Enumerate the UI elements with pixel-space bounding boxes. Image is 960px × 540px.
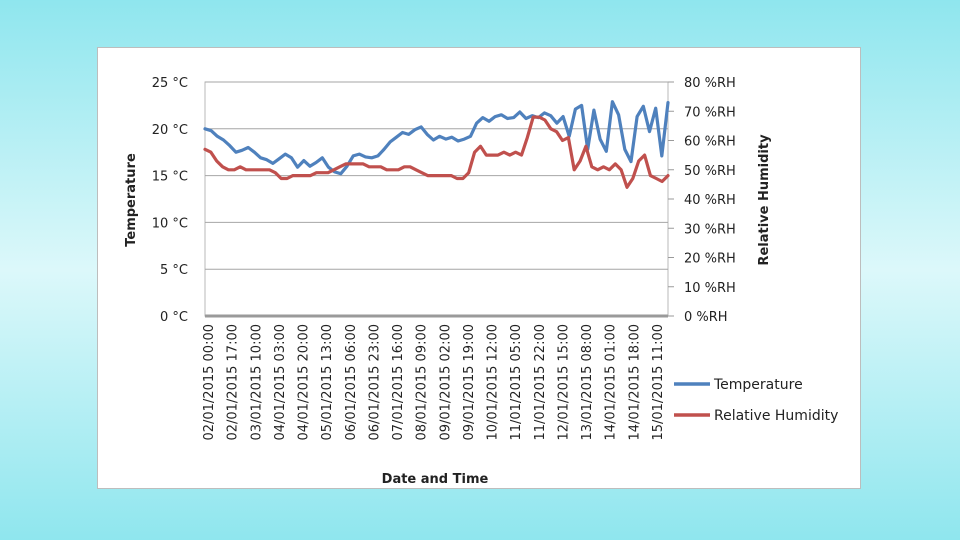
series-line-relative-humidity	[203, 115, 670, 189]
x-tick-label: 14/01/2015 01:00	[604, 324, 619, 441]
x-tick-label: 05/01/2015 13:00	[320, 324, 335, 441]
y-tick-label-right: 40 %RH	[684, 193, 736, 208]
grid-layer	[204, 81, 674, 318]
x-tick-label: 06/01/2015 23:00	[367, 324, 382, 441]
x-tick-label: 04/01/2015 20:00	[297, 324, 312, 441]
x-tick-label: 09/01/2015 02:00	[438, 324, 453, 441]
x-tick-label: 15/01/2015 11:00	[651, 324, 666, 441]
legend: Temperature Relative Humidity	[674, 377, 838, 424]
y-tick-label-right: 10 %RH	[684, 281, 736, 296]
x-tick-label: 10/01/2015 12:00	[486, 324, 501, 441]
y-tick-label-right: 0 %RH	[684, 310, 728, 325]
legend-label: Temperature	[713, 377, 803, 393]
y-tick-label-right: 70 %RH	[684, 105, 736, 120]
y-tick-label-left: 0 °C	[160, 310, 188, 325]
x-tick-label: 02/01/2015 00:00	[202, 324, 217, 441]
y-tick-label-right: 20 %RH	[684, 252, 736, 267]
x-tick-label: 02/01/2015 17:00	[226, 324, 241, 441]
series-line-temperature	[203, 100, 670, 176]
series-layer	[203, 100, 670, 189]
y-tick-label-left: 5 °C	[160, 263, 188, 278]
y-axis-title-left: Temperature	[124, 153, 139, 247]
chart-svg: 25 °C 20 °C 15 °C 10 °C 5 °C 0 °C 80 %RH 70 %RH…	[124, 76, 838, 487]
plot-area	[204, 81, 669, 317]
y-tick-label-left: 10 °C	[152, 216, 188, 231]
y-tick-label-right: 80 %RH	[684, 76, 736, 91]
x-axis-title: Date and Time	[382, 472, 489, 487]
x-tick-label: 13/01/2015 08:00	[580, 324, 595, 441]
legend-label: Relative Humidity	[714, 408, 838, 424]
y-tick-label-right: 60 %RH	[684, 135, 736, 150]
chart-frame: 25 °C 20 °C 15 °C 10 °C 5 °C 0 °C 80 %RH 70 %RH…	[97, 47, 861, 489]
x-tick-label: 11/01/2015 22:00	[533, 324, 548, 441]
y-tick-label-left: 15 °C	[152, 170, 188, 185]
y-axis-title-right: Relative Humidity	[757, 134, 772, 266]
y-tick-label-left: 25 °C	[152, 76, 188, 91]
y-tick-label-right: 50 %RH	[684, 164, 736, 179]
x-tick-label: 03/01/2015 10:00	[249, 324, 264, 441]
x-tick-label: 14/01/2015 18:00	[627, 324, 642, 441]
y-tick-label-left: 20 °C	[152, 123, 188, 138]
x-tick-label: 11/01/2015 05:00	[509, 324, 524, 441]
x-tick-label: 04/01/2015 03:00	[273, 324, 288, 441]
x-tick-label: 08/01/2015 09:00	[415, 324, 430, 441]
tick-layer: 25 °C 20 °C 15 °C 10 °C 5 °C 0 °C 80 %RH 70 %RH…	[152, 76, 736, 441]
x-tick-label: 09/01/2015 19:00	[462, 324, 477, 441]
x-tick-label: 06/01/2015 06:00	[344, 324, 359, 441]
x-tick-label: 12/01/2015 15:00	[556, 324, 571, 441]
y-tick-label-right: 30 %RH	[684, 222, 736, 237]
x-tick-label: 07/01/2015 16:00	[391, 324, 406, 441]
